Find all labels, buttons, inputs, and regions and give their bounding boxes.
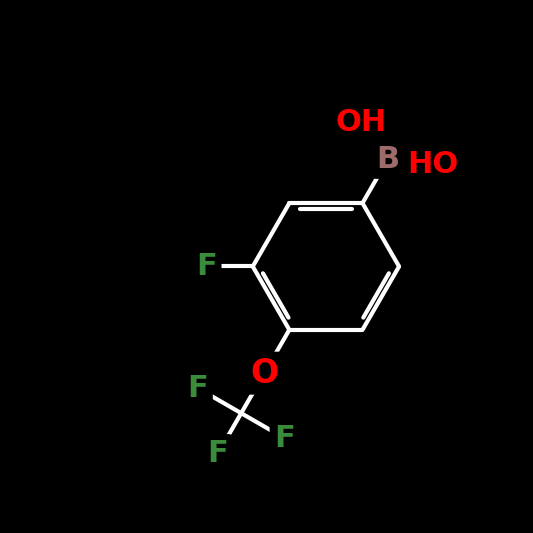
Text: F: F — [196, 252, 217, 281]
Text: B: B — [376, 146, 399, 174]
Text: F: F — [208, 439, 229, 467]
Text: F: F — [188, 374, 208, 402]
Text: OH: OH — [335, 109, 386, 138]
Text: F: F — [274, 424, 295, 453]
Text: O: O — [250, 357, 278, 390]
Text: HO: HO — [407, 150, 458, 179]
